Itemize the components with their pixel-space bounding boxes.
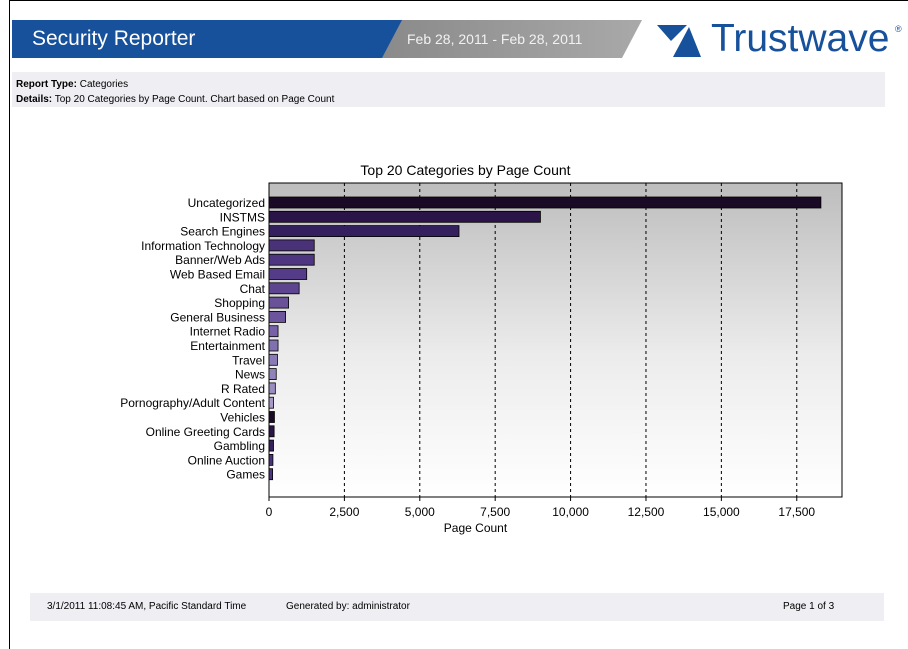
category-label: News [235, 368, 265, 382]
bar [268, 453, 274, 466]
category-label: INSTMS [220, 210, 265, 224]
category-label: Chat [240, 282, 266, 296]
x-tick-label: 5,000 [405, 505, 435, 519]
logo-mark-icon [657, 25, 701, 57]
bar [268, 396, 274, 409]
category-label: Travel [232, 353, 265, 367]
bar [268, 268, 308, 280]
bar [268, 339, 279, 352]
x-tick-label: 10,000 [552, 505, 589, 519]
category-label: Internet Radio [190, 325, 266, 339]
bar [268, 225, 460, 237]
category-label: Web Based Email [170, 268, 265, 282]
category-label: Information Technology [141, 239, 265, 253]
x-tick-label: 17,500 [778, 505, 815, 519]
x-tick-label: 2,500 [329, 505, 359, 519]
trustwave-logo: Trustwave ® [657, 17, 907, 60]
footer-timestamp: 3/1/2011 11:08:45 AM, Pacific Standard T… [47, 601, 247, 612]
bar [268, 239, 315, 252]
bar [268, 196, 822, 209]
category-label: Uncategorized [188, 196, 265, 210]
bar [268, 468, 274, 481]
bar [268, 210, 541, 223]
report-type-label: Report Type: [16, 79, 77, 90]
category-label: Pornography/Adult Content [120, 396, 265, 410]
report-details-value: Top 20 Categories by Page Count. Chart b… [54, 94, 335, 105]
category-label: Online Greeting Cards [146, 425, 265, 439]
app-title: Security Reporter [32, 27, 196, 50]
category-label: Vehicles [220, 411, 265, 425]
header-title-band: Security Reporter [12, 20, 402, 58]
x-tick-label: 7,500 [480, 505, 510, 519]
report-type-value: Categories [79, 79, 129, 90]
report-header: Security Reporter Feb 28, 2011 - Feb 28,… [12, 17, 908, 68]
category-label: Banner/Web Ads [175, 253, 265, 267]
category-label: Entertainment [190, 339, 265, 353]
category-label: Shopping [214, 296, 265, 310]
bar [268, 368, 277, 381]
bar [268, 353, 278, 366]
date-range: Feb 28, 2011 - Feb 28, 2011 [407, 31, 583, 47]
bar [268, 282, 300, 295]
bar [268, 310, 286, 323]
category-label: R Rated [221, 382, 265, 396]
header-date-band [382, 20, 642, 58]
bar [268, 382, 276, 395]
category-label: Games [226, 468, 265, 482]
report-footer: 3/1/2011 11:08:45 AM, Pacific Standard T… [30, 593, 884, 621]
bar [268, 296, 290, 309]
bar [268, 411, 275, 423]
report-info: Report Type: Categories Details: Top 20 … [12, 72, 885, 107]
category-label: Search Engines [180, 225, 265, 239]
registered-mark: ® [895, 24, 902, 34]
footer-generated-by: Generated by: administrator [286, 601, 410, 612]
bar [268, 439, 274, 452]
chart-svg: Top 20 Categories by Page Count 0 2,500 5,0… [120, 162, 843, 535]
x-tick-label: 0 [266, 505, 273, 519]
chart-title: Top 20 Categories by Page Count [360, 162, 570, 178]
report-details-label: Details: [16, 94, 53, 105]
bar [268, 425, 275, 438]
report-type-line: Report Type: Categories [16, 79, 128, 90]
x-tick-label: 12,500 [628, 505, 665, 519]
category-label: Gambling [214, 439, 265, 453]
logo-text: Trustwave [711, 17, 890, 60]
x-axis-label: Page Count [444, 521, 508, 535]
bar-chart: Top 20 Categories by Page Count 0 2,500 5,0… [60, 155, 860, 545]
x-tick-label: 15,000 [703, 505, 740, 519]
category-label: Online Auction [188, 453, 265, 467]
category-label: General Business [170, 310, 265, 324]
report-details-line: Details: Top 20 Categories by Page Count… [16, 94, 334, 105]
bar [268, 253, 315, 266]
bar [268, 325, 279, 338]
footer-page-number: Page 1 of 3 [783, 601, 835, 612]
